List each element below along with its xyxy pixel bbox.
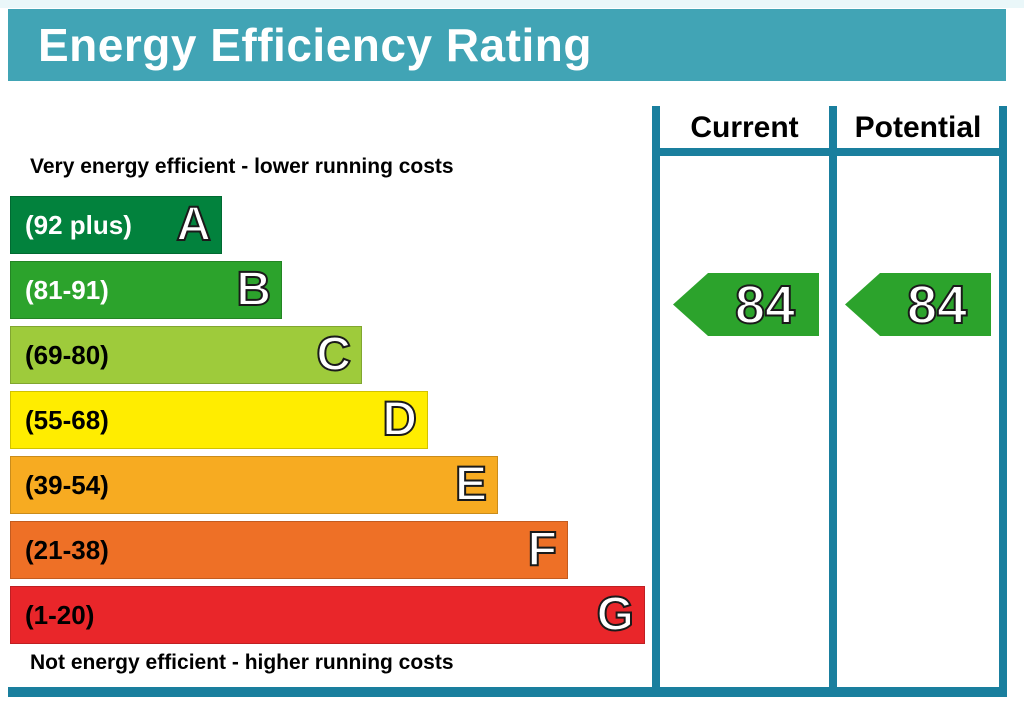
bottom-border (8, 687, 1007, 697)
divider-middle (829, 106, 837, 689)
band-range-label: (69-80) (25, 339, 109, 370)
band-range-label: (55-68) (25, 404, 109, 435)
band-row-E: (39-54) E (10, 456, 655, 521)
band-row-A: (92 plus) A (10, 196, 655, 261)
band-A: (92 plus) A (10, 196, 222, 254)
band-range-label: (39-54) (25, 469, 109, 500)
band-letter: D (381, 393, 418, 446)
bottom-note: Not energy efficient - higher running co… (30, 651, 454, 674)
band-letter: A (175, 198, 212, 251)
band-F: (21-38) F (10, 521, 568, 579)
band-row-B: (81-91) B (10, 261, 655, 326)
band-letter: B (235, 263, 272, 316)
page-title: Energy Efficiency Rating (38, 19, 592, 71)
band-D: (55-68) D (10, 391, 428, 449)
band-row-C: (69-80) C (10, 326, 655, 391)
band-E: (39-54) E (10, 456, 498, 514)
band-range-label: (92 plus) (25, 209, 132, 240)
band-letter: G (596, 588, 635, 641)
title-bar: Energy Efficiency Rating (8, 9, 1006, 81)
band-range-label: (81-91) (25, 274, 109, 305)
potential-rating-arrow: 84 (845, 273, 991, 336)
band-G: (1-20) G (10, 586, 645, 644)
band-row-D: (55-68) D (10, 391, 655, 456)
band-range-label: (21-38) (25, 534, 109, 565)
band-row-F: (21-38) F (10, 521, 655, 586)
band-row-G: (1-20) G (10, 586, 655, 651)
divider-left (652, 106, 660, 689)
top-strip (0, 0, 1024, 8)
band-letter: C (315, 328, 352, 381)
potential-column-header: Potential (854, 111, 982, 144)
top-note: Very energy efficient - lower running co… (30, 155, 454, 178)
band-C: (69-80) C (10, 326, 362, 384)
current-rating-value: 84 (734, 274, 796, 335)
band-letter: F (527, 523, 558, 576)
current-rating-arrow: 84 (673, 273, 819, 336)
band-range-label: (1-20) (25, 599, 95, 630)
band-letter: E (454, 458, 488, 511)
potential-rating-value: 84 (906, 274, 968, 335)
current-column-header: Current (690, 111, 799, 144)
band-B: (81-91) B (10, 261, 282, 319)
bands: (92 plus) A (81-91) B (69-80) C (55-68) D (39-54… (10, 196, 655, 651)
divider-right (999, 106, 1007, 689)
header-underline (652, 148, 1007, 156)
